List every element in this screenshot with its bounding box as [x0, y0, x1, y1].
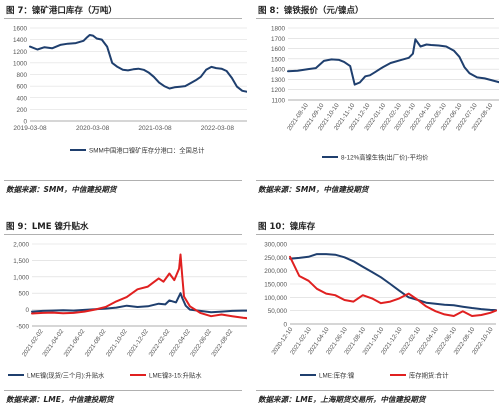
y-tick-label: 2,000 — [13, 242, 29, 249]
source-rule — [4, 180, 242, 181]
x-tick-label: 2021-12-02 — [126, 328, 150, 358]
x-tick-label: 2022-08-02 — [210, 328, 234, 358]
y-tick-label: 1100 — [271, 98, 285, 105]
title-rule — [256, 234, 494, 235]
panel-lme-nickel-spread: 图 9：LME 镍升贴水 -500 0 500 1,000 1,500 2,000 2021… — [0, 206, 247, 411]
y-tick-label: 1000 — [13, 60, 28, 67]
y-tick-label: 1,500 — [13, 258, 29, 265]
legend-label: 库存期货:合计 — [409, 370, 449, 379]
series-line — [287, 38, 499, 86]
y-tick-label: 0 — [283, 322, 287, 329]
legend-label: SMM中国港口镍矿库存分港口：全国总计 — [89, 145, 205, 154]
source-note: 数据来源：SMM，中信建投期货 — [6, 185, 117, 194]
y-tick-label: 1600 — [271, 46, 286, 53]
y-tick-label: 200 — [16, 107, 27, 114]
chart-nickel-ore-inventory: 0 200 400 600 800 1000 1200 1400 1600 2019-03-08 2… — [13, 26, 247, 154]
title-rule — [4, 18, 242, 19]
x-tick-label: 2019-03-08 — [13, 125, 47, 132]
chart-nickel-iron-price: 110012001300140015001600170018002021-08-… — [271, 26, 499, 161]
source-note: 数据来源：SMM，中信建投期货 — [258, 185, 369, 194]
y-tick-label: 400 — [16, 95, 27, 102]
y-tick-label: 1400 — [13, 37, 28, 44]
y-tick-label: 500 — [18, 291, 29, 298]
y-tick-label: 50,000 — [268, 308, 288, 315]
x-tick-label: 2021-03-08 — [138, 125, 172, 132]
y-tick-label: 1600 — [13, 26, 28, 33]
panel-nickel-ore-port-inventory: 图 7：镍矿港口库存（万吨） 0 200 400 600 800 1000 1200 1400… — [0, 0, 247, 205]
source-rule — [4, 390, 242, 391]
panel-nickel-inventory: 图 10：镍库存 0 50,000 100,000 150,000 200,000 250… — [252, 206, 499, 411]
series-line — [289, 253, 497, 312]
y-tick-label: 150,000 — [264, 282, 287, 289]
y-tick-label: 1200 — [13, 49, 28, 56]
source-rule — [256, 180, 494, 181]
y-tick-label: 200,000 — [264, 268, 287, 275]
y-tick-label: 1,000 — [13, 274, 29, 281]
y-tick-label: 800 — [16, 72, 27, 79]
y-tick-label: 600 — [16, 84, 27, 91]
legend-label: LME镍3-15:升贴水 — [149, 370, 202, 379]
y-tick-label: 1800 — [271, 26, 286, 33]
source-rule — [256, 390, 494, 391]
y-tick-label: 100,000 — [264, 295, 287, 302]
chart-title: 图 9：LME 镍升贴水 — [6, 222, 89, 232]
chart-title: 图 8：镍铁报价（元/镍点） — [258, 6, 364, 16]
title-rule — [256, 18, 494, 19]
series-line — [29, 34, 247, 93]
series-line — [289, 255, 497, 317]
legend-label: 8-12%高镍生铁(出厂价)-平均价 — [341, 152, 429, 161]
source-note: 数据来源：LME，中信建投期货 — [6, 395, 114, 404]
legend-label: LME:库存:镍 — [319, 370, 354, 379]
x-tick-label: 2020-03-08 — [76, 125, 110, 132]
chart-title: 图 10：镍库存 — [258, 222, 316, 232]
series-line — [31, 292, 247, 314]
title-rule — [4, 234, 242, 235]
y-tick-label: 1300 — [271, 77, 286, 84]
source-note: 数据来源：LME，上海期货交易所，中信建投期货 — [258, 395, 426, 404]
y-tick-label: 1400 — [271, 67, 286, 74]
y-tick-label: 1700 — [271, 36, 286, 43]
y-tick-label: -500 — [16, 324, 29, 331]
x-tick-label: 2022-03-08 — [201, 125, 235, 132]
y-tick-label: 1200 — [271, 87, 286, 94]
panel-nickel-iron-price: 图 8：镍铁报价（元/镍点） 1100 1200 1300 1400 1500 1600 1… — [252, 0, 499, 205]
chart-title: 图 7：镍矿港口库存（万吨） — [6, 6, 117, 16]
chart-lme-nickel-spread: -50005001,0001,5002,0002021-02-022021-04… — [8, 242, 247, 379]
y-tick-label: 0 — [25, 307, 29, 314]
legend-label: LME镍(现货/三个月):升贴水 — [27, 370, 105, 379]
y-tick-label: 300,000 — [264, 242, 287, 249]
series-line — [31, 253, 247, 320]
y-tick-label: 250,000 — [264, 255, 287, 262]
y-tick-label: 1500 — [271, 56, 286, 63]
y-tick-label: 0 — [23, 119, 27, 126]
chart-nickel-inventory: 0 50,000 100,000 150,000 200,000 250,000 300,0… — [264, 242, 497, 379]
